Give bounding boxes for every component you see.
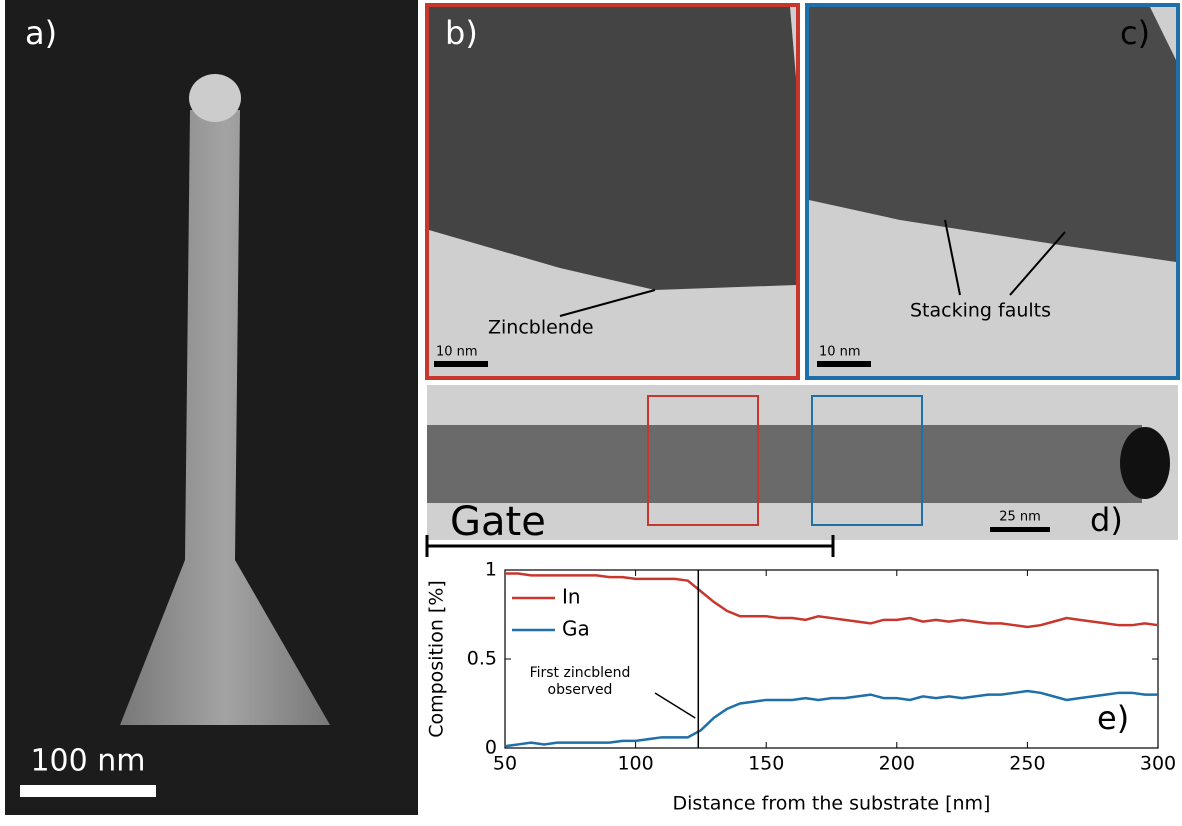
panel-label: d) bbox=[1090, 501, 1123, 539]
scale-label: 10 nm bbox=[819, 345, 861, 360]
panel-label: a) bbox=[25, 14, 57, 52]
scale-bar bbox=[817, 361, 871, 367]
x-tick-label: 300 bbox=[1140, 753, 1176, 775]
scale-bar bbox=[434, 361, 488, 367]
y-tick-label: 0.5 bbox=[467, 648, 497, 670]
scale-bar bbox=[990, 527, 1050, 532]
legend-label: In bbox=[562, 585, 581, 609]
y-axis-label: Composition [%] bbox=[426, 580, 448, 738]
catalyst bbox=[1120, 427, 1170, 499]
scale-label: 100 nm bbox=[30, 744, 145, 779]
figure: a) 100 nm b) Zincblende 10 nm c) Stackin… bbox=[0, 0, 1182, 822]
legend-label: Ga bbox=[562, 617, 590, 641]
scale-label: 25 nm bbox=[999, 510, 1041, 525]
x-tick-label: 100 bbox=[617, 753, 653, 775]
x-tick-label: 150 bbox=[748, 753, 784, 775]
panel-label: e) bbox=[1097, 699, 1129, 737]
nanowire bbox=[427, 425, 1142, 503]
y-tick-label: 1 bbox=[485, 559, 497, 581]
plot-frame bbox=[505, 570, 1158, 748]
x-tick-label: 250 bbox=[1009, 753, 1045, 775]
annotation: Zincblende bbox=[488, 317, 594, 339]
panel-label: b) bbox=[445, 14, 478, 52]
panel-label: c) bbox=[1120, 14, 1150, 52]
annotation: Stacking faults bbox=[910, 300, 1051, 322]
y-tick-label: 0 bbox=[485, 737, 497, 759]
x-axis-label: Distance from the substrate [nm] bbox=[673, 793, 991, 815]
scale-bar bbox=[20, 785, 156, 797]
nanowire-tip bbox=[189, 74, 241, 122]
scale-label: 10 nm bbox=[436, 345, 478, 360]
gate-label: Gate bbox=[450, 499, 546, 545]
x-tick-label: 200 bbox=[879, 753, 915, 775]
